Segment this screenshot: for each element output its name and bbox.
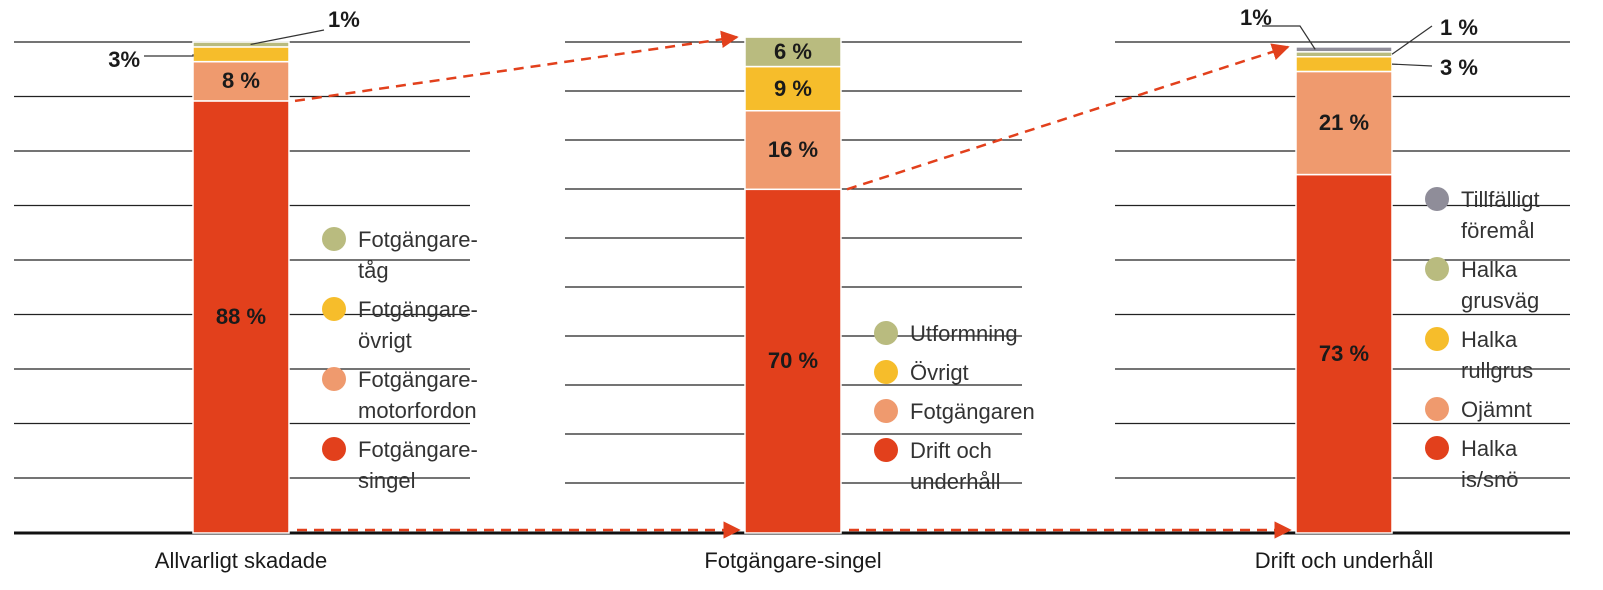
legend-swatch bbox=[1425, 397, 1449, 421]
legend-item: Halka rullgrus bbox=[1425, 324, 1575, 386]
legend-label: Halka rullgrus bbox=[1461, 327, 1534, 383]
value-label: 16 % bbox=[767, 137, 819, 163]
legend-item: Utformning bbox=[874, 318, 1054, 349]
legend-item: Tillfälligt föremål bbox=[1425, 184, 1575, 246]
legend-swatch bbox=[874, 438, 898, 462]
category-label: Allvarligt skadade bbox=[154, 548, 328, 573]
leader-line bbox=[250, 29, 325, 46]
value-label: 88 % bbox=[215, 303, 267, 329]
legend-label: Fotgängaren bbox=[910, 399, 1035, 424]
legend-item: Drift och underhåll bbox=[874, 435, 1054, 497]
legend-swatch bbox=[322, 367, 346, 391]
value-label: 1 % bbox=[1440, 15, 1478, 40]
bar-segment bbox=[1295, 46, 1393, 53]
bar-segment bbox=[192, 41, 290, 48]
bar-segment bbox=[1295, 173, 1393, 534]
bar-segment bbox=[192, 46, 290, 63]
value-label: 1% bbox=[328, 7, 360, 32]
value-label: 73 % bbox=[1318, 340, 1370, 366]
category-label: Drift och underhåll bbox=[1254, 548, 1434, 573]
leader-line bbox=[1391, 63, 1433, 67]
value-label: 6 % bbox=[774, 38, 812, 64]
value-label: 21 % bbox=[1318, 110, 1370, 135]
bar-segment bbox=[192, 60, 290, 102]
legend-label: Utformning bbox=[910, 321, 1018, 346]
legend-item: Fotgängare-motorfordon bbox=[322, 364, 502, 426]
category-label: Fotgängare-singel bbox=[704, 548, 882, 573]
legend-swatch bbox=[874, 321, 898, 345]
bar-segment bbox=[1295, 70, 1393, 176]
bar-segment bbox=[744, 188, 842, 534]
legend-swatch bbox=[1425, 187, 1449, 211]
legend-swatch bbox=[874, 360, 898, 384]
legend-label: Fotgängare-övrigt bbox=[358, 297, 478, 353]
legend-swatch bbox=[322, 297, 346, 321]
connector-arrow bbox=[294, 30, 739, 103]
legend-swatch bbox=[322, 437, 346, 461]
legend-label: Drift och underhåll bbox=[910, 438, 1001, 494]
value-label: 3% bbox=[108, 47, 140, 72]
legend: Utformning Övrigt Fotgängaren Drift och und… bbox=[874, 318, 1054, 497]
legend: Tillfälligt föremål Halka grusväg Halka ru… bbox=[1425, 184, 1575, 495]
legend-swatch bbox=[1425, 436, 1449, 460]
legend-item: Övrigt bbox=[874, 357, 1054, 388]
legend-label: Fotgängare-singel bbox=[358, 437, 478, 493]
leader-line bbox=[1391, 25, 1433, 55]
value-label: 8 % bbox=[222, 68, 260, 94]
bar-segment bbox=[192, 100, 290, 534]
legend-item: Halka grusväg bbox=[1425, 254, 1575, 316]
legend-item: Fotgängaren bbox=[874, 396, 1054, 427]
legend-item: Fotgängare-övrigt bbox=[322, 294, 502, 356]
bar-segment bbox=[744, 65, 842, 112]
legend-label: Ojämnt bbox=[1461, 397, 1532, 422]
legend-item: Fotgängare-tåg bbox=[322, 224, 502, 286]
legend-swatch bbox=[874, 399, 898, 423]
legend-label: Övrigt bbox=[910, 360, 969, 385]
legend-label: Fotgängare-motorfordon bbox=[358, 367, 478, 423]
legend-item: Halka is/snö bbox=[1425, 433, 1575, 495]
value-label: 1% bbox=[1240, 5, 1272, 30]
legend-label: Halka is/snö bbox=[1461, 436, 1519, 492]
legend-swatch bbox=[322, 227, 346, 251]
legend-swatch bbox=[1425, 327, 1449, 351]
legend: Fotgängare-tåg Fotgängare-övrigt Fotgängar… bbox=[322, 224, 502, 496]
legend-label: Halka grusväg bbox=[1461, 257, 1540, 313]
leader-line bbox=[1262, 25, 1316, 50]
connector-arrow bbox=[846, 43, 1290, 191]
legend-label: Tillfälligt föremål bbox=[1461, 187, 1540, 243]
bar-segment bbox=[1295, 55, 1393, 73]
legend-swatch bbox=[1425, 257, 1449, 281]
bar-segment bbox=[744, 36, 842, 68]
leader-line bbox=[144, 54, 194, 57]
legend-item: Fotgängare-singel bbox=[322, 434, 502, 496]
value-label: 3 % bbox=[1440, 55, 1478, 80]
legend-label: Fotgängare-tåg bbox=[358, 227, 478, 283]
value-label: 9 % bbox=[774, 75, 812, 101]
legend-item: Ojämnt bbox=[1425, 394, 1575, 425]
bar-segment bbox=[744, 109, 842, 191]
value-label: 70 % bbox=[767, 348, 819, 374]
